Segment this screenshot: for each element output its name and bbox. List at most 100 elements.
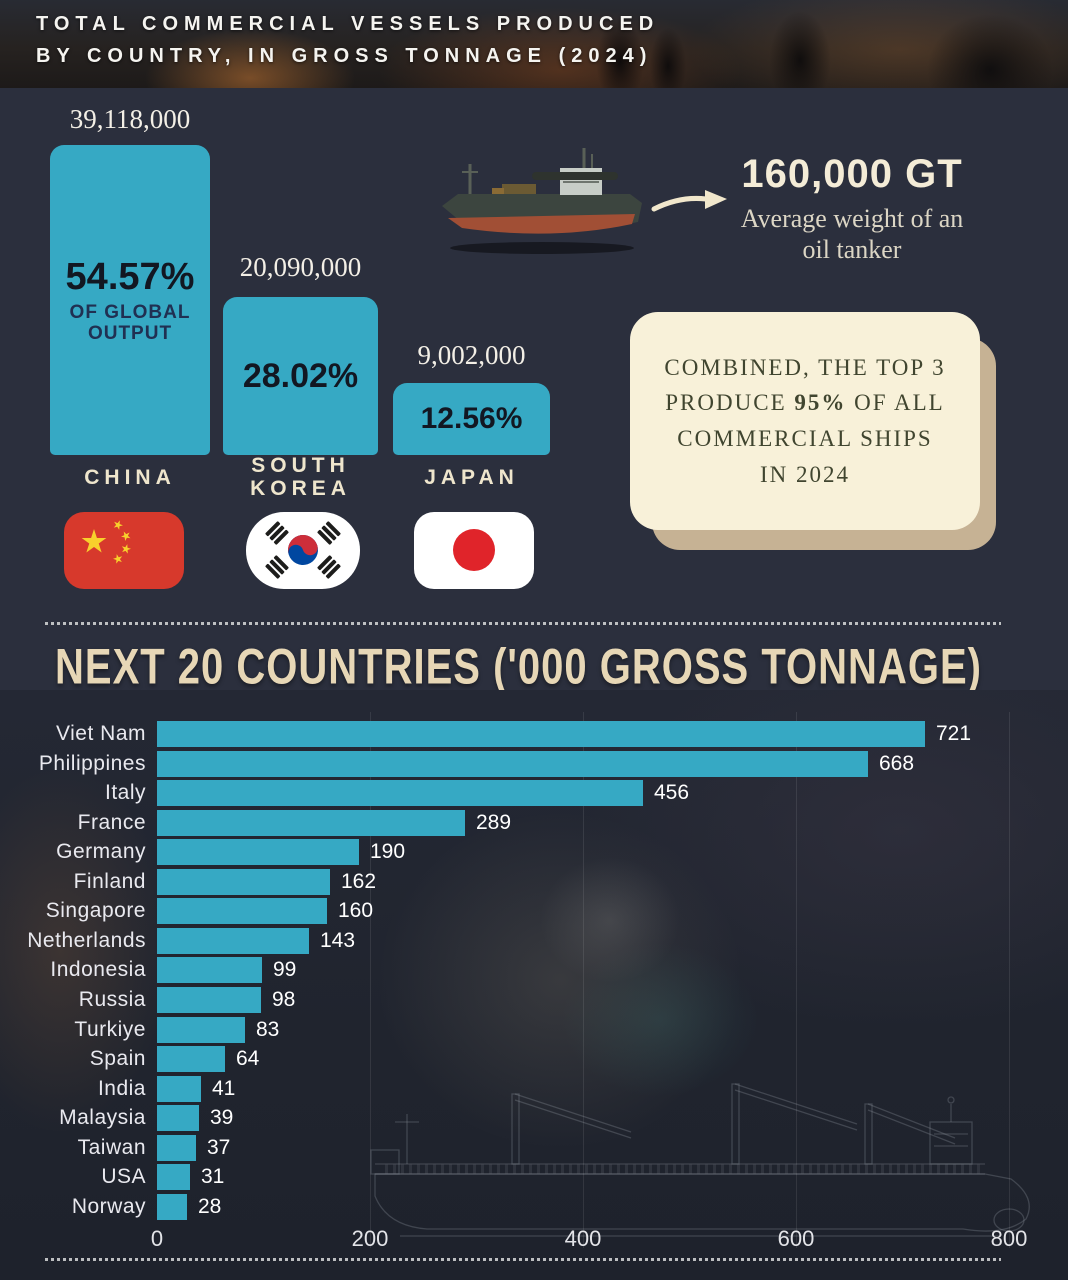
x-tick-400: 400 — [564, 1226, 602, 1251]
country-label-viet-nam: Viet Nam — [56, 722, 146, 745]
tanker-weight-value: 160,000 GT — [741, 152, 963, 196]
japan-label: JAPAN — [424, 466, 519, 489]
bar-finland — [157, 869, 330, 895]
bar-turkiye — [157, 1017, 245, 1043]
x-tick-800: 800 — [990, 1226, 1028, 1251]
bar-germany — [157, 839, 359, 865]
bar-value-singapore: 160 — [338, 899, 374, 922]
bar-norway — [157, 1194, 187, 1220]
bar-row-russia: Russia 98 — [0, 987, 295, 1013]
bar-row-france: France 289 — [0, 810, 511, 836]
bar-netherlands — [157, 928, 309, 954]
bar-value-finland: 162 — [341, 870, 377, 893]
country-label-france: France — [77, 811, 146, 834]
country-label-indonesia: Indonesia — [50, 958, 146, 981]
bar-value-malaysia: 39 — [210, 1106, 234, 1129]
bar-row-taiwan: Taiwan 37 — [0, 1135, 230, 1161]
bar-france — [157, 810, 465, 836]
bar-singapore — [157, 898, 327, 924]
bar-row-germany: Germany 190 — [0, 839, 405, 865]
bar-row-italy: Italy 456 — [0, 780, 689, 806]
gridline-600 — [796, 712, 797, 1248]
bar-row-viet-nam: Viet Nam 721 — [0, 721, 971, 747]
bar-value-netherlands: 143 — [320, 929, 356, 952]
hero-photo-banner — [0, 0, 1068, 88]
bar-value-viet-nam: 721 — [936, 722, 972, 745]
country-label-singapore: Singapore — [45, 899, 146, 922]
bar-usa — [157, 1164, 190, 1190]
bar-value-indonesia: 99 — [273, 958, 297, 981]
tanker-weight-caption: Average weight of an oil tanker — [740, 204, 964, 264]
country-label-finland: Finland — [73, 870, 146, 893]
bar-value-india: 41 — [212, 1077, 236, 1100]
x-tick-0: 0 — [150, 1226, 164, 1251]
combined-top3-text: COMBINED, THE TOP 3 PRODUCE 95% OF ALL C… — [664, 354, 946, 487]
country-label-italy: Italy — [104, 781, 146, 804]
bar-row-turkiye: Turkiye 83 — [0, 1017, 279, 1043]
country-label-malaysia: Malaysia — [59, 1106, 146, 1129]
bar-row-malaysia: Malaysia 39 — [0, 1105, 233, 1131]
next20-heading: NEXT 20 COUNTRIES ('000 GROSS TONNAGE) — [55, 640, 982, 695]
bar-value-russia: 98 — [272, 988, 296, 1011]
country-label-taiwan: Taiwan — [77, 1136, 146, 1159]
dotted-divider-top — [45, 622, 1001, 625]
china-share-note: OF GLOBAL OUTPUT — [69, 301, 191, 344]
bar-row-usa: USA 31 — [0, 1164, 224, 1190]
japan-tonnage-value: 9,002,000 — [417, 340, 526, 370]
bar-value-usa: 31 — [201, 1165, 225, 1188]
china-tonnage-value: 39,118,000 — [69, 104, 191, 134]
bar-malaysia — [157, 1105, 199, 1131]
combined-top3-card: COMBINED, THE TOP 3 PRODUCE 95% OF ALL C… — [630, 312, 980, 530]
page-title-line1: TOTAL COMMERCIAL VESSELS PRODUCED — [36, 13, 660, 35]
bar-taiwan — [157, 1135, 196, 1161]
country-label-russia: Russia — [78, 988, 146, 1011]
country-label-turkiye: Turkiye — [74, 1018, 146, 1041]
country-label-usa: USA — [101, 1165, 146, 1188]
gridline-800 — [1009, 712, 1010, 1248]
bar-value-france: 289 — [476, 811, 512, 834]
bar-row-india: India 41 — [0, 1076, 235, 1102]
china-label: CHINA — [84, 466, 176, 489]
country-label-philippines: Philippines — [38, 752, 146, 775]
bar-row-norway: Norway 28 — [0, 1194, 221, 1220]
bar-value-italy: 456 — [654, 781, 690, 804]
oil-tanker-image — [442, 148, 642, 254]
china-flag-icon — [64, 512, 184, 589]
bar-value-norway: 28 — [198, 1195, 222, 1218]
x-tick-600: 600 — [777, 1226, 815, 1251]
page-title-line2: BY COUNTRY, IN GROSS TONNAGE (2024) — [36, 45, 653, 68]
x-tick-200: 200 — [351, 1226, 389, 1251]
japan-bar: 12.56% — [393, 383, 550, 455]
south-korea-tonnage-value: 20,090,000 — [239, 252, 362, 282]
country-label-netherlands: Netherlands — [27, 929, 146, 952]
country-label-germany: Germany — [56, 840, 146, 863]
bar-viet-nam — [157, 721, 925, 747]
bar-value-spain: 64 — [236, 1047, 260, 1070]
gridline-200 — [370, 712, 371, 1248]
bar-india — [157, 1076, 201, 1102]
bar-philippines — [157, 751, 868, 777]
bar-row-philippines: Philippines 668 — [0, 751, 914, 777]
country-label-india: India — [97, 1077, 146, 1100]
bar-value-taiwan: 37 — [207, 1136, 231, 1159]
japan-share-percent: 12.56% — [420, 402, 523, 435]
bar-spain — [157, 1046, 225, 1072]
south-korea-flag-icon — [246, 512, 360, 589]
country-label-norway: Norway — [71, 1195, 146, 1218]
japan-flag-icon — [414, 512, 534, 589]
bar-row-indonesia: Indonesia 99 — [0, 957, 296, 983]
bar-russia — [157, 987, 261, 1013]
bar-italy — [157, 780, 643, 806]
bar-row-netherlands: Netherlands 143 — [0, 928, 355, 954]
south-korea-bar: 28.02% — [223, 297, 378, 455]
bar-row-singapore: Singapore 160 — [0, 898, 373, 924]
bar-row-spain: Spain 64 — [0, 1046, 259, 1072]
china-bar: 54.57% OF GLOBAL OUTPUT — [50, 145, 210, 455]
page-title: TOTAL COMMERCIAL VESSELS PRODUCED BY COU… — [36, 8, 659, 73]
south-korea-label: SOUTH KOREA — [250, 454, 351, 501]
south-korea-share-percent: 28.02% — [242, 356, 359, 395]
china-share-percent: 54.57% — [65, 255, 195, 298]
arrow-right-icon — [651, 190, 727, 212]
dotted-divider-bottom — [45, 1258, 1001, 1261]
